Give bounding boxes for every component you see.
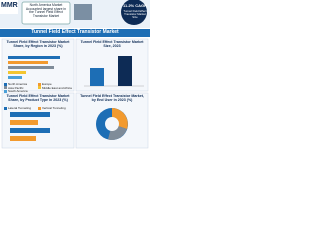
legend-label: North America [8,82,28,86]
legend-label: Asia Pacific [8,85,24,90]
legend-item: North America [4,82,27,86]
legend-swatch [4,82,7,86]
legend-swatch [38,86,41,89]
legend-swatch [4,89,7,93]
stat-caption: Tunnel Field Effect Transistor Market Si… [123,9,147,20]
backdrop [0,0,150,149]
legend-label: Vertical Tunneling [42,106,66,110]
panel-title: Tunnel Field Effect Transistor Market Sh… [6,94,70,102]
legend-swatch [38,106,41,110]
legend-item: Asia Pacific [4,86,24,90]
legend-swatch [4,106,7,110]
legend-swatch [38,82,41,86]
legend-item: Vertical Tunneling [38,106,66,110]
legend-item: South America [4,89,28,93]
infographic: MMR North America Market Accounted large… [0,0,150,150]
callout: North America Market Accounted largest s… [25,3,67,19]
stat: 11.2% CAGR [122,3,147,8]
legend-item: Lateral Tunneling [4,106,31,110]
logo: MMR [1,2,18,9]
legend-item: Europe [38,82,52,86]
legend-label: South America [8,89,28,93]
legend-label: Middle East and Africa [42,85,72,90]
legend-label: Lateral Tunneling [8,106,32,110]
legend-swatch [4,86,7,89]
banner: Tunnel Field Effect Transistor Market [31,29,119,35]
panel-title: Tunnel Field Effect Transistor Market Sh… [6,40,70,48]
panel-title: Tunnel Field Effect Transistor Market, b… [80,94,144,102]
panel-title: Tunnel Field Effect Transistor Market Si… [80,40,144,48]
legend-label: Europe [42,82,52,86]
legend-item: Middle East and Africa [38,86,72,90]
